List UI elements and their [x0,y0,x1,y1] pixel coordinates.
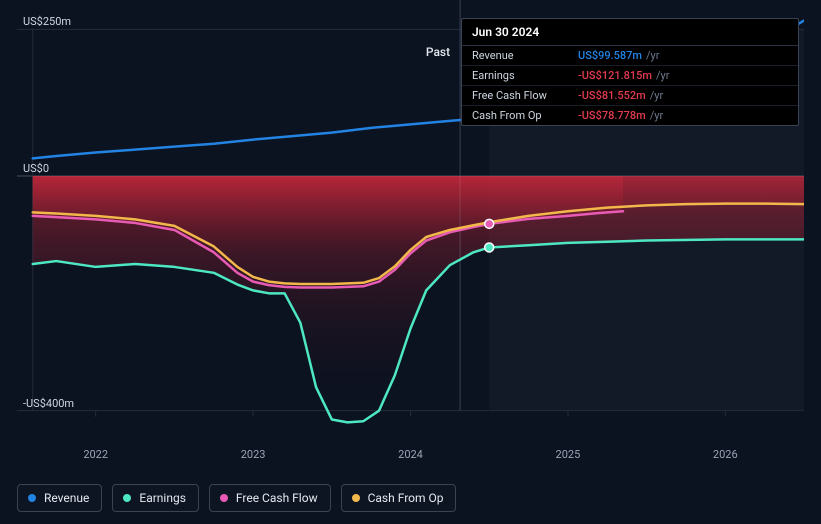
tooltip-row: Earnings-US$121.815m/yr [462,66,798,86]
x-axis-tick-label: 2026 [713,448,738,461]
x-axis-tick-label: 2025 [556,448,581,461]
legend-label: Cash From Op [368,491,444,505]
legend-label: Revenue [44,491,89,505]
legend-item-cfo[interactable]: Cash From Op [341,484,457,512]
legend-label: Free Cash Flow [236,491,318,505]
tooltip-row-value: -US$81.552m [578,89,646,102]
tooltip-date: Jun 30 2024 [462,19,798,46]
tooltip-row-label: Free Cash Flow [472,89,578,102]
tooltip-row: Cash From Op-US$78.778m/yr [462,106,798,125]
tooltip-row-unit: /yr [646,49,659,62]
tooltip-row-unit: /yr [650,109,663,122]
tooltip-row-label: Revenue [472,49,578,62]
tooltip-row-unit: /yr [656,69,669,82]
legend-item-fcf[interactable]: Free Cash Flow [209,484,331,512]
tooltip-row: Free Cash Flow-US$81.552m/yr [462,86,798,106]
x-axis: 2022 2023 2024 2025 2026 [17,448,804,468]
tooltip-row-label: Earnings [472,69,578,82]
tooltip-row-unit: /yr [650,89,663,102]
tooltip-row-value: -US$78.778m [578,109,646,122]
tooltip-row-value: -US$121.815m [578,69,652,82]
tooltip-row-value: US$99.587m [578,49,642,62]
legend-dot [28,494,36,502]
x-axis-tick-label: 2023 [241,448,266,461]
legend-label: Earnings [139,491,186,505]
tooltip-row: RevenueUS$99.587m/yr [462,46,798,66]
legend-dot [123,494,131,502]
legend-dot [352,494,360,502]
legend-item-earnings[interactable]: Earnings [112,484,199,512]
chart-tooltip: Jun 30 2024 RevenueUS$99.587m/yrEarnings… [461,18,799,126]
legend-dot [220,494,228,502]
tooltip-row-label: Cash From Op [472,109,578,122]
legend: Revenue Earnings Free Cash Flow Cash From O… [17,484,456,512]
financials-chart: US$250mUS$0-US$400mPastAnalysts Forecast… [0,0,821,524]
x-axis-tick-label: 2024 [398,448,423,461]
legend-item-revenue[interactable]: Revenue [17,484,102,512]
x-axis-tick-label: 2022 [83,448,108,461]
